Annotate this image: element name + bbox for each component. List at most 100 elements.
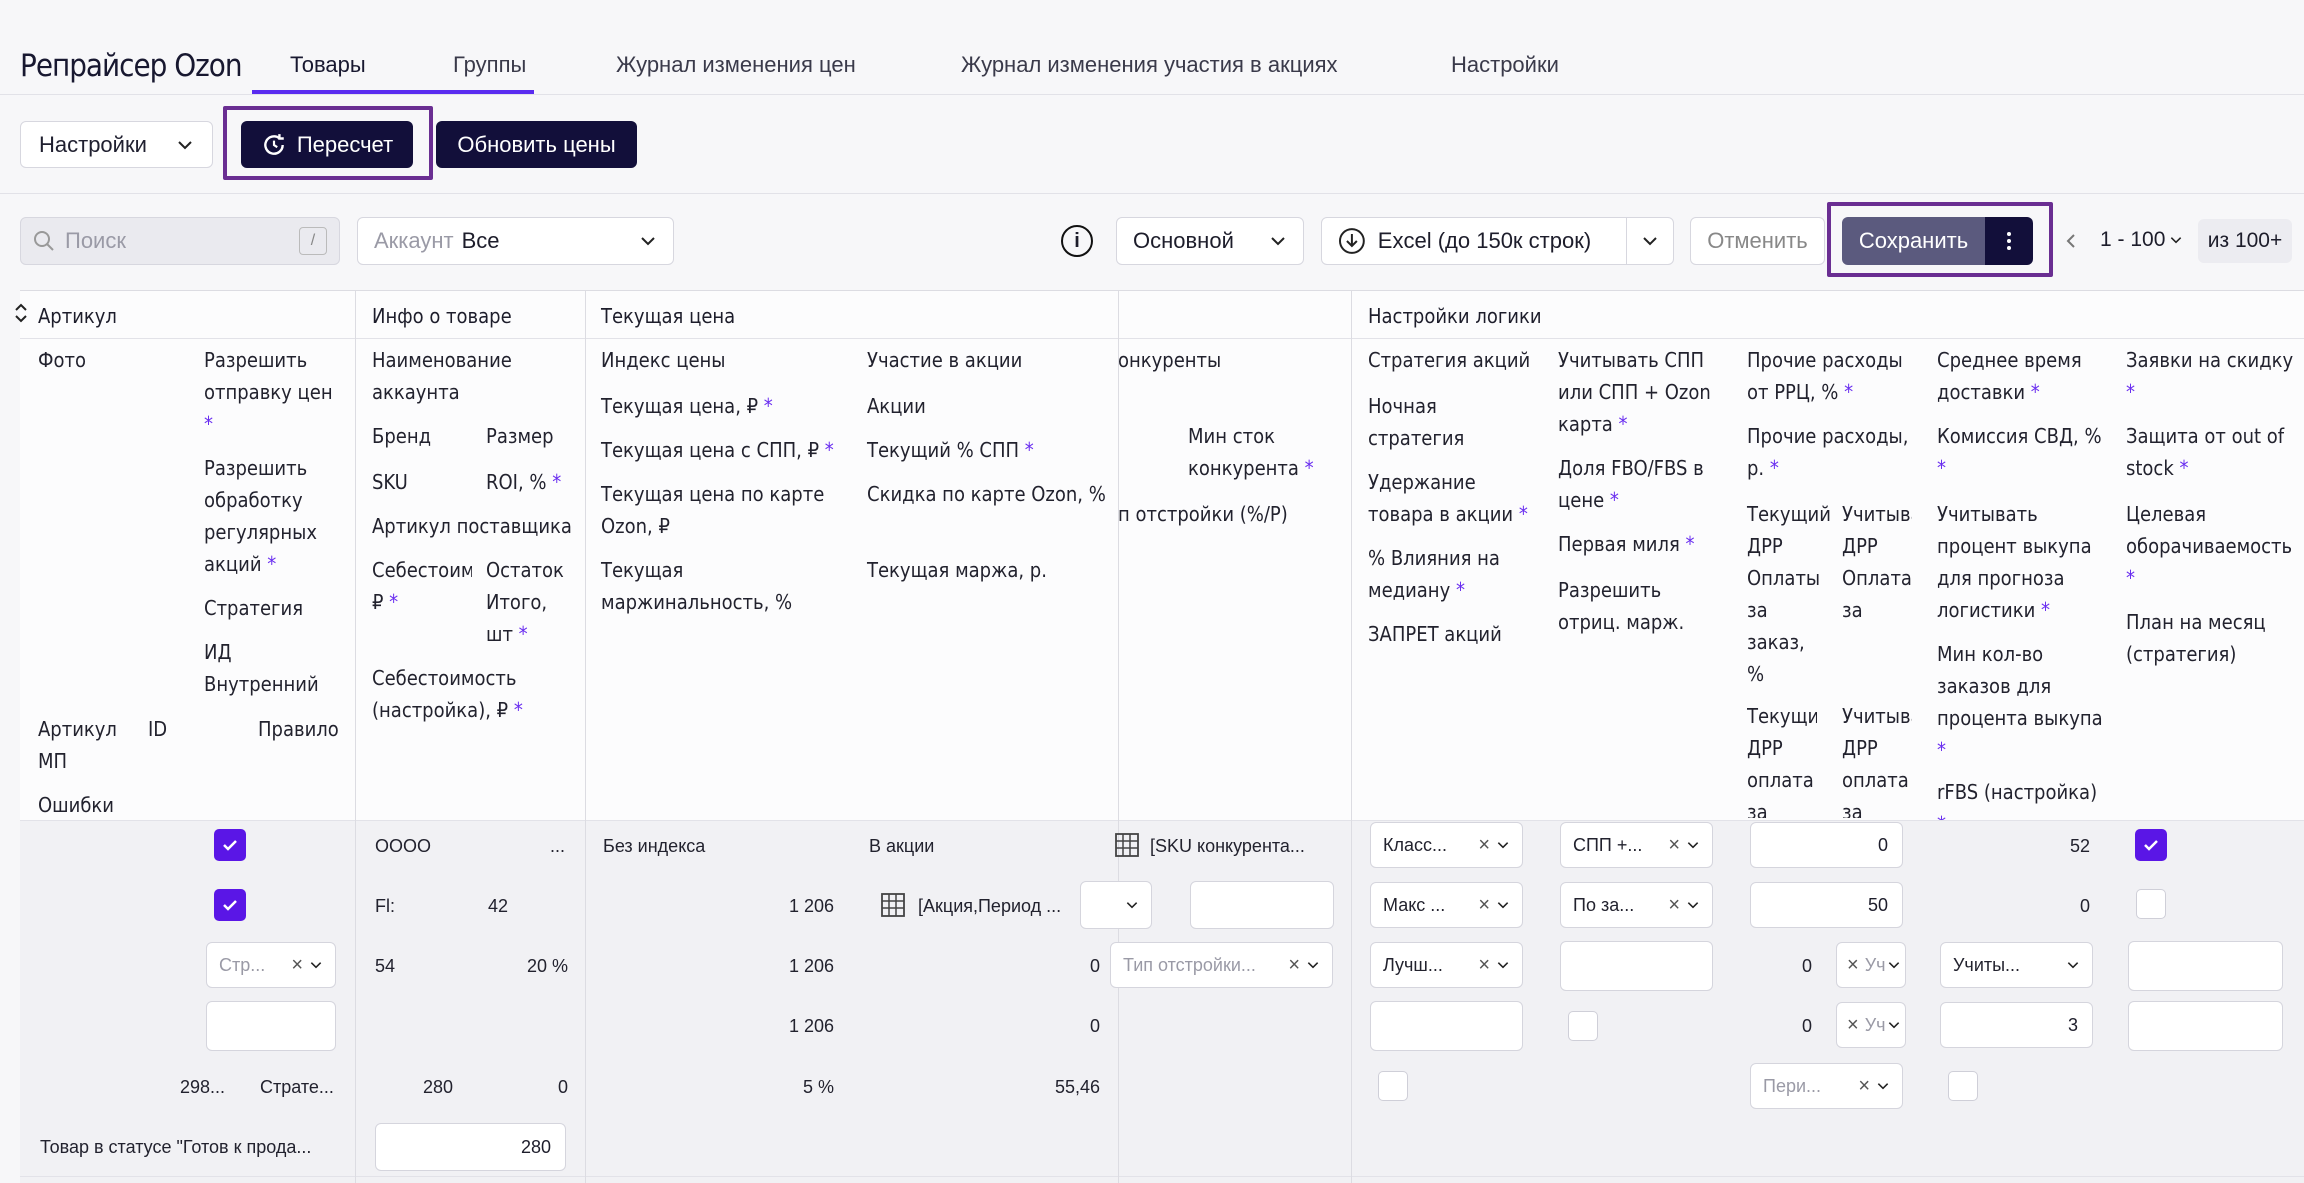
other-exp-rrc-input[interactable]: 0 <box>1750 822 1903 868</box>
col-internal-id: ИД Внутренний <box>204 640 319 696</box>
col-card-discount: Скидка по карте Ozon, % <box>867 482 1106 506</box>
allow-send-checkbox[interactable] <box>214 829 246 861</box>
drr-period-select[interactable]: Пери... × <box>1750 1063 1903 1109</box>
card-discount-value: 0 <box>1089 1016 1100 1036</box>
drr-click-select[interactable]: × Уч <box>1836 1002 1906 1048</box>
first-mile-input[interactable] <box>1560 941 1713 991</box>
clear-icon[interactable]: × <box>1858 1074 1870 1097</box>
clear-icon[interactable]: × <box>1668 893 1680 916</box>
save-more-button[interactable] <box>1985 217 2033 265</box>
header-divider <box>0 94 2304 95</box>
drr-period-value: Пери... <box>1763 1075 1822 1096</box>
consider-spp-value: СПП +... <box>1573 834 1643 855</box>
month-plan-input[interactable] <box>2128 1001 2283 1051</box>
col-promo-part: Участие в акции <box>867 348 1023 372</box>
col-allow-promo: Разрешить обработку регулярных акций * <box>204 456 317 576</box>
chevron-down-icon <box>2067 962 2079 969</box>
excel-export[interactable]: Excel (до 150к строк) <box>1321 217 1674 265</box>
median-influence-input[interactable] <box>1370 1001 1523 1051</box>
svd-value: 0 <box>2079 896 2090 916</box>
min-stock-input[interactable] <box>1190 881 1334 929</box>
clear-icon[interactable]: × <box>1288 953 1300 976</box>
save-button[interactable]: Сохранить <box>1842 217 1985 265</box>
excel-label: Excel (до 150к строк) <box>1377 228 1592 253</box>
allow-neg-margin-checkbox[interactable] <box>1568 1011 1598 1041</box>
other-exp-rub-value: 50 <box>1867 894 1888 915</box>
recalc-button[interactable]: Пересчет <box>241 121 413 168</box>
download-icon <box>1338 228 1365 254</box>
col-cur-price-card: Текущая цена по карте Ozon, ₽ <box>601 482 825 538</box>
col-cost-setting: Себестоимость (настройка), ₽ * <box>372 666 523 722</box>
table-icon[interactable] <box>880 892 906 918</box>
cost-setting-input[interactable]: 280 <box>375 1123 566 1171</box>
account-label: Аккаунт <box>374 228 454 253</box>
search-placeholder: Поиск <box>65 228 126 253</box>
tab-settings[interactable]: Настройки <box>1451 52 1559 77</box>
clear-icon[interactable]: × <box>1478 953 1490 976</box>
col-drr-order: Текущий ДРР Оплаты за заказ, % <box>1747 502 1831 686</box>
col-oos-protection: Защита от out of stock * <box>2126 424 2285 480</box>
settings-dropdown[interactable]: Настройки <box>20 121 213 168</box>
group-article: Артикул <box>38 304 117 328</box>
discount-requests-checkbox[interactable] <box>2135 829 2167 861</box>
column-header-divider <box>20 820 2304 821</box>
excel-options[interactable] <box>1626 218 1673 264</box>
chevron-left-icon[interactable] <box>2062 232 2080 250</box>
account-select[interactable]: Аккаунт Все <box>357 217 674 265</box>
night-strategy-select[interactable]: Макс ... × <box>1370 882 1523 928</box>
oos-protection-checkbox[interactable] <box>2136 889 2166 919</box>
col-consider-buyout: Учитывать процент выкупа для прогноза ло… <box>1937 502 2092 622</box>
consider-buyout-select[interactable]: Учиты... <box>1940 942 2093 988</box>
fbo-fbs-select[interactable]: По за... × <box>1560 882 1713 928</box>
search-input[interactable]: Поиск / <box>20 217 340 265</box>
chevron-down-icon <box>1497 842 1509 849</box>
chevron-down-icon <box>1877 1083 1889 1090</box>
drr-order-select[interactable]: × Уч <box>1836 942 1906 988</box>
keep-in-promo-select[interactable]: Лучш... × <box>1370 942 1523 988</box>
tab-price-log[interactable]: Журнал изменения цен <box>616 52 856 77</box>
info-icon[interactable]: i <box>1061 225 1093 257</box>
allow-promo-checkbox[interactable] <box>214 889 246 921</box>
clear-icon[interactable]: × <box>1478 833 1490 856</box>
account-value: Все <box>461 228 500 253</box>
col-night-strategy: Ночная стратегия <box>1368 394 1465 450</box>
table-icon[interactable] <box>1114 832 1140 858</box>
clear-icon[interactable]: × <box>291 953 303 976</box>
competitor-select[interactable] <box>1080 881 1152 929</box>
tab-products[interactable]: Товары <box>290 52 366 77</box>
clear-icon[interactable]: × <box>1847 953 1859 976</box>
tuning-type-select[interactable]: Тип отстройки... × <box>1110 942 1333 988</box>
account-more: ... <box>550 836 566 856</box>
internal-id-input[interactable] <box>206 1001 336 1051</box>
col-allow-neg-margin: Разрешить отриц. марж. <box>1558 578 1685 634</box>
chevron-down-icon <box>641 237 655 246</box>
cost-value: 280 <box>422 1077 453 1097</box>
col-roi: ROI, % * <box>486 470 562 494</box>
col-cur-spp: Текущий % СПП * <box>867 438 1034 462</box>
rfbs-checkbox[interactable] <box>1948 1071 1978 1101</box>
cancel-button[interactable]: Отменить <box>1690 217 1825 265</box>
chevron-down-icon <box>1687 842 1699 849</box>
pagination-select[interactable]: 1 - 100 <box>2100 228 2183 252</box>
view-select[interactable]: Основной <box>1116 217 1304 265</box>
promo-ban-checkbox[interactable] <box>1378 1071 1408 1101</box>
cur-price-spp-value: 1 206 <box>788 956 834 976</box>
sku-value: 54 <box>375 956 396 976</box>
promos-value: [Акция,Период ... <box>918 896 1062 916</box>
promo-strategy-select[interactable]: Класс... × <box>1370 822 1523 868</box>
col-month-plan: План на месяц (стратегия) <box>2126 610 2266 666</box>
clear-icon[interactable]: × <box>1847 1013 1859 1036</box>
tab-groups[interactable]: Группы <box>453 52 527 77</box>
strategy-select[interactable]: Стр... × <box>206 942 336 988</box>
min-orders-input[interactable]: 3 <box>1940 1002 2093 1048</box>
collapse-icon[interactable] <box>14 302 28 324</box>
update-prices-button[interactable]: Обновить цены <box>436 121 637 168</box>
chevron-down-icon <box>1497 962 1509 969</box>
consider-spp-select[interactable]: СПП +... × <box>1560 822 1713 868</box>
col-consider-spp: Учитывать СПП или СПП + Ozon карта * <box>1558 348 1711 436</box>
clear-icon[interactable]: × <box>1668 833 1680 856</box>
clear-icon[interactable]: × <box>1478 893 1490 916</box>
tab-promo-log[interactable]: Журнал изменения участия в акциях <box>961 52 1338 77</box>
other-exp-rub-input[interactable]: 50 <box>1750 882 1903 928</box>
target-turnover-input[interactable] <box>2128 941 2283 991</box>
